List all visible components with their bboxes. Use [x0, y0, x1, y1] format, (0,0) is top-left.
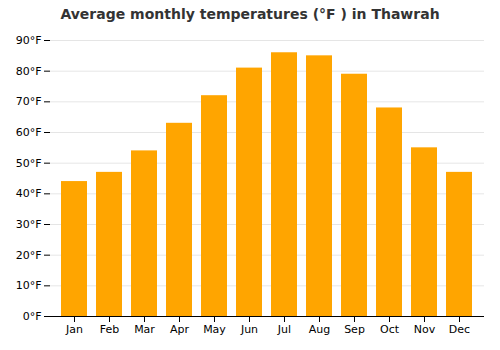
svg-text:10°F: 10°F: [16, 279, 42, 292]
svg-text:60°F: 60°F: [16, 126, 42, 139]
svg-text:Mar: Mar: [134, 323, 155, 336]
svg-text:Jan: Jan: [65, 323, 83, 336]
svg-text:May: May: [203, 323, 226, 336]
svg-text:Dec: Dec: [449, 323, 470, 336]
svg-text:0°F: 0°F: [23, 310, 42, 323]
svg-text:Apr: Apr: [170, 323, 190, 336]
svg-text:40°F: 40°F: [16, 187, 42, 200]
svg-text:Sep: Sep: [344, 323, 365, 336]
svg-text:Jul: Jul: [277, 323, 291, 336]
svg-text:30°F: 30°F: [16, 218, 42, 231]
svg-text:Oct: Oct: [380, 323, 400, 336]
svg-text:70°F: 70°F: [16, 95, 42, 108]
svg-text:Feb: Feb: [100, 323, 119, 336]
svg-text:Nov: Nov: [414, 323, 436, 336]
svg-text:Aug: Aug: [309, 323, 330, 336]
svg-text:80°F: 80°F: [16, 65, 42, 78]
svg-text:Jun: Jun: [240, 323, 258, 336]
svg-text:90°F: 90°F: [16, 34, 42, 47]
html-text:Average monthly temperatures (: Average monthly temperatures (°F ) in Th…: [60, 6, 440, 22]
svg-text:20°F: 20°F: [16, 249, 42, 262]
svg-text:50°F: 50°F: [16, 157, 42, 170]
